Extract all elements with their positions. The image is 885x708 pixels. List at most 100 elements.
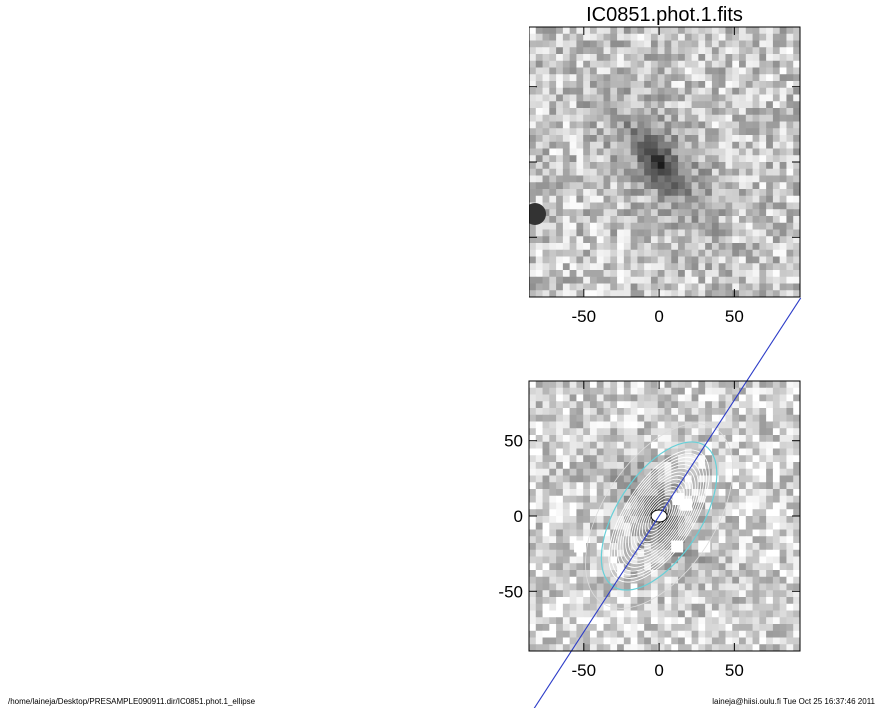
image-pixel	[739, 529, 747, 537]
image-pixel	[549, 462, 557, 470]
image-pixel	[589, 624, 598, 632]
image-pixel	[671, 87, 679, 95]
image-pixel	[664, 394, 672, 402]
image-pixel	[549, 114, 557, 122]
image-pixel	[786, 394, 794, 402]
image-pixel	[596, 414, 605, 422]
image-pixel	[562, 468, 571, 476]
image-pixel	[766, 74, 774, 82]
image-pixel	[657, 489, 665, 497]
image-pixel	[779, 489, 787, 497]
image-pixel	[657, 195, 665, 203]
image-pixel	[772, 195, 781, 203]
image-pixel	[596, 135, 605, 143]
image-pixel	[793, 67, 801, 75]
image-pixel	[779, 408, 787, 416]
image-pixel	[596, 87, 605, 95]
image-pixel	[610, 263, 618, 271]
image-pixel	[630, 489, 638, 497]
image-pixel	[549, 617, 557, 625]
image-pixel	[766, 610, 774, 618]
image-pixel	[705, 141, 713, 149]
image-pixel	[779, 283, 787, 291]
image-pixel	[725, 624, 733, 632]
image-pixel	[705, 270, 713, 278]
image-pixel	[596, 60, 605, 68]
image-pixel	[766, 603, 774, 611]
image-pixel	[623, 121, 632, 129]
image-pixel	[576, 408, 584, 416]
image-pixel	[766, 408, 774, 416]
image-pixel	[691, 94, 699, 102]
image-pixel	[691, 387, 699, 395]
image-pixel	[745, 148, 754, 156]
image-pixel	[698, 597, 706, 605]
image-pixel	[786, 522, 794, 530]
image-pixel	[542, 637, 550, 645]
image-pixel	[529, 408, 537, 416]
image-pixel	[603, 421, 611, 429]
image-pixel	[671, 114, 679, 122]
image-pixel	[583, 617, 591, 625]
image-pixel	[589, 630, 598, 638]
image-pixel	[569, 590, 577, 598]
image-pixel	[569, 67, 577, 75]
image-pixel	[637, 81, 645, 89]
image-pixel	[698, 40, 706, 48]
image-pixel	[786, 563, 794, 571]
image-pixel	[603, 74, 611, 82]
image-pixel	[759, 236, 767, 244]
image-pixel	[583, 256, 591, 264]
image-pixel	[542, 283, 550, 291]
image-pixel	[630, 67, 638, 75]
image-pixel	[671, 74, 679, 82]
image-pixel	[779, 135, 787, 143]
image-pixel	[691, 536, 699, 544]
image-pixel	[786, 141, 794, 149]
image-pixel	[766, 60, 774, 68]
image-pixel	[772, 155, 781, 163]
image-pixel	[705, 563, 713, 571]
image-pixel	[786, 283, 794, 291]
image-pixel	[678, 462, 686, 470]
image-pixel	[556, 630, 564, 638]
image-pixel	[549, 536, 557, 544]
image-pixel	[623, 610, 632, 618]
image-pixel	[732, 421, 740, 429]
image-pixel	[650, 189, 659, 197]
image-pixel	[535, 236, 544, 244]
image-pixel	[745, 448, 754, 456]
image-pixel	[610, 276, 618, 284]
image-pixel	[617, 94, 625, 102]
image-pixel	[779, 270, 787, 278]
image-pixel	[657, 108, 665, 116]
image-pixel	[779, 394, 787, 402]
image-pixel	[535, 394, 544, 402]
image-pixel	[752, 428, 760, 436]
image-pixel	[529, 603, 537, 611]
image-pixel	[549, 283, 557, 291]
image-pixel	[698, 462, 706, 470]
image-pixel	[617, 182, 625, 190]
image-pixel	[786, 570, 794, 578]
image-pixel	[691, 249, 699, 257]
image-pixel	[705, 408, 713, 416]
image-pixel	[644, 549, 652, 557]
image-pixel	[535, 495, 544, 503]
image-pixel	[678, 570, 686, 578]
image-pixel	[739, 502, 747, 510]
image-pixel	[623, 637, 632, 645]
image-pixel	[637, 47, 645, 55]
image-pixel	[603, 556, 611, 564]
image-pixel	[562, 617, 571, 625]
image-pixel	[705, 27, 713, 35]
image-pixel	[664, 108, 672, 116]
image-pixel	[562, 414, 571, 422]
image-pixel	[556, 128, 564, 136]
image-pixel	[569, 421, 577, 429]
image-pixel	[556, 47, 564, 55]
image-pixel	[772, 283, 781, 291]
image-pixel	[650, 263, 659, 271]
image-pixel	[657, 40, 665, 48]
image-pixel	[603, 243, 611, 251]
